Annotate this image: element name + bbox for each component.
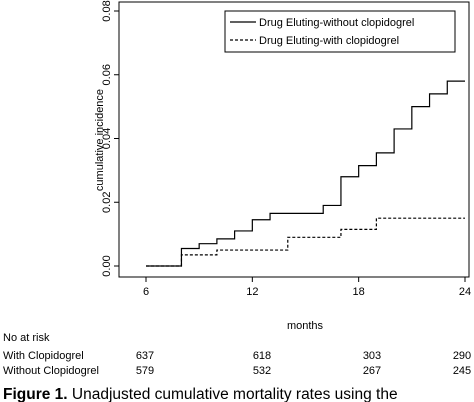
risk-value: 579	[136, 365, 154, 377]
series-without-clopidogrel	[146, 80, 465, 267]
x-axis-label: months	[287, 320, 324, 332]
legend: Drug Eluting-without clopidogrel Drug El…	[224, 10, 456, 53]
risk-row-label-with: With Clopidogrel	[3, 350, 84, 362]
figure-caption: Figure 1. Unadjusted cumulative mortalit…	[3, 386, 398, 402]
y-tick-label: 0.06	[101, 64, 113, 85]
caption-label: Figure 1.	[3, 386, 68, 402]
y-tick-label: 0.00	[101, 255, 113, 276]
y-tick-label: 0.08	[101, 0, 113, 21]
y-axis-label: cumulative incidence	[94, 89, 106, 191]
risk-row-label-without: Without Clopidogrel	[3, 365, 99, 377]
plot-frame	[118, 1, 470, 278]
x-axis: 6 12 18 24	[143, 277, 471, 298]
risk-value: 618	[253, 350, 271, 362]
series-layer	[146, 80, 465, 267]
risk-value: 290	[453, 350, 471, 362]
risk-value: 303	[363, 350, 381, 362]
y-tick-label: 0.04	[101, 128, 113, 149]
series-with-clopidogrel	[146, 217, 465, 267]
legend-box	[224, 10, 456, 53]
risk-value: 532	[253, 365, 271, 377]
legend-label-with: Drug Eluting-with clopidogrel	[259, 35, 399, 47]
x-tick-label: 6	[143, 286, 149, 298]
risk-value: 245	[453, 365, 471, 377]
risk-value: 267	[363, 365, 381, 377]
risk-value: 637	[136, 350, 154, 362]
caption-body: Unadjusted cumulative mortality rates us…	[68, 386, 398, 402]
y-axis: 0.00 0.02 0.04 0.06 0.08	[101, 0, 119, 277]
x-tick-label: 12	[246, 286, 258, 298]
risk-table-title: No at risk	[3, 332, 50, 344]
legend-label-without: Drug Eluting-without clopidogrel	[259, 17, 414, 29]
x-tick-label: 24	[459, 286, 471, 298]
y-tick-label: 0.02	[101, 192, 113, 213]
x-tick-label: 18	[353, 286, 365, 298]
risk-table: No at risk With Clopidogrel Without Clop…	[3, 332, 471, 377]
